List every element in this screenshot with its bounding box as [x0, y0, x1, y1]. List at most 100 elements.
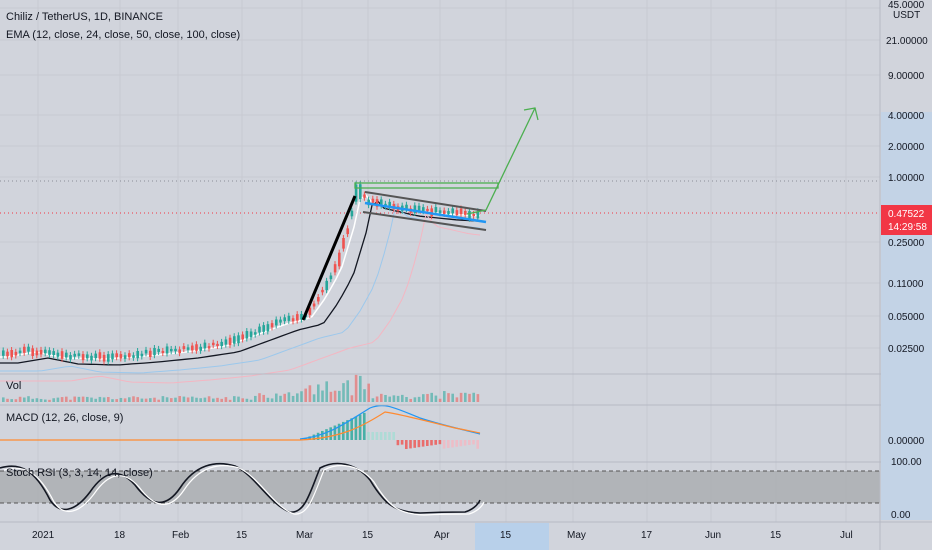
- macd-histogram-bar: [451, 440, 454, 448]
- candle-body: [207, 346, 211, 349]
- volume-bar: [224, 397, 228, 402]
- macd-histogram-bar: [463, 440, 467, 446]
- volume-bar: [266, 397, 270, 402]
- volume-bar: [102, 397, 106, 402]
- price-tick: 0.05000: [888, 312, 925, 323]
- volume-bar: [52, 398, 55, 402]
- macd-histogram-bar: [384, 432, 387, 440]
- volume-bar: [296, 393, 299, 402]
- volume-bar: [6, 398, 9, 402]
- price-axis[interactable]: 45.0000 USDT 21.00000 9.00000 4.00000 2.…: [881, 0, 932, 521]
- candle-body: [338, 252, 341, 267]
- candle-body: [69, 355, 72, 360]
- time-label: 15: [362, 530, 374, 541]
- price-tick: 0.02500: [888, 344, 925, 355]
- macd-histogram-bar: [476, 440, 479, 449]
- macd-histogram-bar: [329, 427, 332, 440]
- candle-body: [14, 351, 18, 356]
- volume-bar: [249, 399, 253, 402]
- candle-body: [300, 313, 303, 320]
- time-label: Jun: [705, 530, 721, 541]
- candle-body: [140, 353, 144, 357]
- candle-body: [321, 289, 324, 293]
- volume-bar: [392, 395, 396, 402]
- volume-bar: [161, 396, 165, 402]
- ema12-line: [0, 194, 481, 360]
- volume-bar: [422, 394, 425, 402]
- macd-histogram-bar: [455, 440, 458, 447]
- stoch-k-line: [0, 462, 481, 514]
- macd-histogram-bar: [363, 412, 366, 440]
- stoch-rsi-legend[interactable]: Stoch RSI (3, 3, 14, 14, close): [6, 467, 153, 479]
- volume-bar: [140, 398, 144, 402]
- macd-histogram-bar: [358, 414, 362, 440]
- pattern-drawings[interactable]: [301, 107, 539, 321]
- candle-body: [434, 207, 438, 213]
- volume-bar: [359, 375, 362, 402]
- candle-body: [195, 344, 198, 351]
- candle-body: [438, 210, 442, 214]
- volume-legend[interactable]: Vol: [6, 380, 21, 392]
- volume-bar: [443, 391, 446, 402]
- volume-bar: [317, 384, 320, 402]
- ema-lines: [0, 194, 481, 384]
- volume-bar: [23, 397, 26, 402]
- time-axis[interactable]: 2021 18 Feb 15 Mar 15 Apr 15 May 17 Jun …: [32, 523, 853, 550]
- macd-histogram-bar: [342, 421, 345, 440]
- ema-legend[interactable]: EMA (12, close, 24, close, 50, close, 10…: [6, 29, 240, 41]
- volume-bar: [216, 397, 219, 402]
- projection-arrow: [466, 107, 536, 215]
- candle-body: [325, 280, 328, 291]
- candle-body: [123, 355, 127, 359]
- macd-histogram-bar: [421, 440, 425, 447]
- candle-body: [203, 342, 207, 349]
- candle-body: [388, 201, 391, 208]
- candle-body: [228, 337, 232, 346]
- countdown-timer: 14:29:58: [888, 222, 927, 233]
- candle-body: [27, 346, 30, 352]
- candle-body: [170, 348, 173, 352]
- macd-histogram-bar: [325, 429, 328, 440]
- volume-bar: [65, 396, 68, 402]
- time-label: 17: [641, 530, 653, 541]
- macd-histogram-bar: [379, 432, 383, 440]
- macd-histogram-bar: [321, 430, 324, 440]
- volume-bar: [459, 392, 463, 402]
- candle-body: [346, 228, 349, 235]
- time-label: Mar: [296, 530, 314, 541]
- volume-bar: [199, 398, 202, 402]
- volume-bar: [149, 398, 152, 402]
- volume-bar: [35, 398, 39, 402]
- volume-bar: [375, 396, 379, 402]
- volume-bar: [245, 398, 249, 402]
- symbol-title[interactable]: Chiliz / TetherUS, 1D, BINANCE: [6, 11, 163, 23]
- volume-bar: [430, 392, 433, 402]
- candle-body: [283, 317, 286, 322]
- candle-body: [426, 208, 429, 212]
- candle-body: [165, 346, 169, 354]
- volume-bar: [123, 398, 127, 402]
- stoch-d-line: [3, 464, 485, 516]
- volume-bar: [233, 396, 236, 402]
- volume-bar: [195, 397, 198, 402]
- candle-body: [157, 348, 160, 352]
- candle-body: [266, 324, 270, 332]
- candle-body: [241, 334, 244, 340]
- macd-legend[interactable]: MACD (12, 26, close, 9): [6, 412, 123, 424]
- candle-body: [52, 351, 55, 356]
- candle-body: [459, 208, 463, 215]
- volume-bar: [325, 381, 328, 402]
- volume-bar: [207, 396, 211, 402]
- candle-body: [220, 341, 223, 347]
- candle-body: [270, 323, 274, 328]
- volume-bar: [329, 391, 333, 402]
- volume-bar: [275, 393, 278, 402]
- flag-pole-line: [301, 195, 357, 321]
- candle-body: [308, 307, 312, 315]
- volume-bar: [2, 397, 5, 402]
- volume-bar: [98, 396, 102, 402]
- time-label: Apr: [434, 530, 450, 541]
- volume-bar: [350, 395, 354, 402]
- candle-body: [245, 331, 249, 339]
